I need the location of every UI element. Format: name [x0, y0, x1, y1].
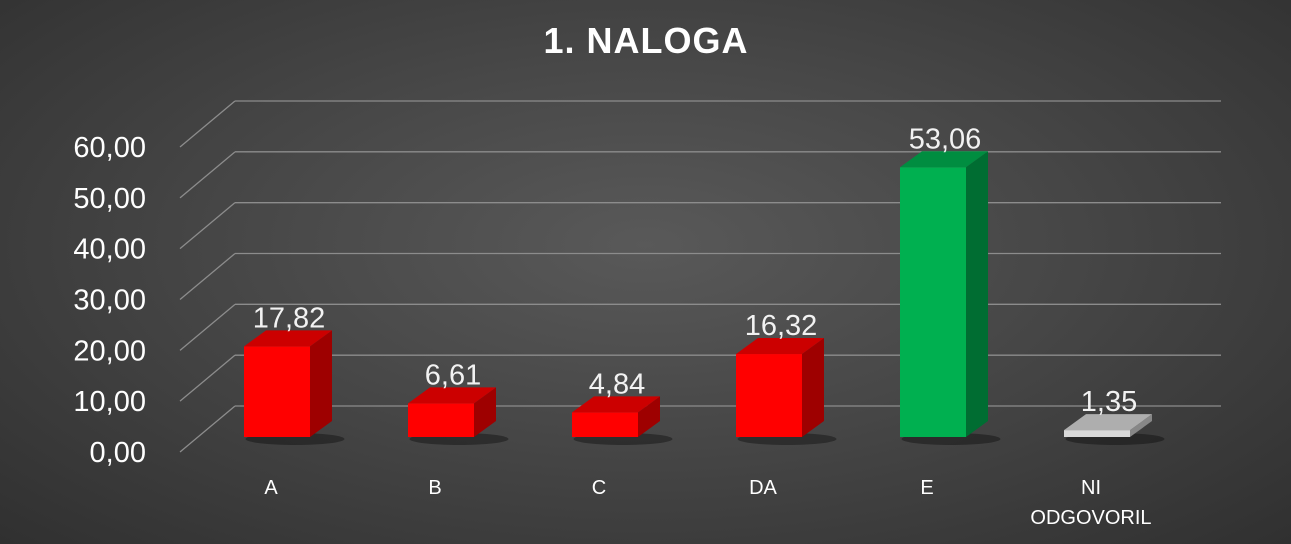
y-tick-label: 20,00 — [73, 335, 146, 367]
gridline-diagonal — [179, 151, 236, 199]
bar-a — [244, 330, 345, 445]
bar-top — [736, 338, 824, 355]
data-label: 4,84 — [589, 368, 645, 400]
y-tick-label: 30,00 — [73, 285, 146, 317]
x-tick-label: DA — [749, 477, 777, 499]
x-tick-label: C — [592, 477, 606, 499]
bar-side — [1130, 414, 1152, 437]
y-tick-label: 60,00 — [73, 132, 146, 164]
bar-ni-odgovoril — [1064, 414, 1165, 445]
bar-side — [474, 387, 496, 437]
x-axis-tick-labels: A B C DA E NI ODGOVORIL — [264, 477, 1151, 529]
data-label: 17,82 — [253, 302, 326, 334]
bar-c — [572, 396, 673, 445]
bar-side — [638, 396, 660, 437]
bar-front — [244, 346, 310, 437]
gridline-diagonal — [179, 253, 236, 300]
bar-front — [900, 167, 966, 438]
gridline-diagonal — [179, 202, 236, 250]
bar-front — [1064, 430, 1130, 437]
bar-side — [310, 330, 332, 437]
y-tick-label: 50,00 — [73, 183, 146, 215]
bars — [244, 151, 1165, 445]
y-axis-tick-labels: 0,00 10,00 20,00 30,00 40,00 50,00 60,00 — [73, 132, 146, 469]
x-tick-label: NI ODGOVORIL — [1030, 477, 1151, 529]
data-labels: 17,82 6,61 4,84 16,32 53,06 1,35 — [253, 123, 1138, 418]
chart-title: 1. NALOGA — [543, 20, 748, 61]
data-label: 1,35 — [1081, 386, 1137, 418]
x-tick-label: E — [920, 477, 933, 499]
bar-top — [1064, 414, 1152, 431]
gridline-diagonal — [179, 354, 236, 402]
y-tick-label: 10,00 — [73, 386, 146, 418]
bar-b — [408, 387, 509, 445]
data-label: 6,61 — [425, 359, 481, 391]
bar-top — [244, 330, 332, 347]
bar-e — [900, 151, 1001, 445]
y-tick-label: 40,00 — [73, 234, 146, 266]
bar-top — [900, 151, 988, 168]
bar-da — [736, 338, 837, 445]
bar-front — [408, 403, 474, 437]
x-tick-label: A — [264, 477, 278, 499]
gridline-diagonal — [179, 100, 236, 148]
gridline-diagonal — [179, 303, 236, 351]
bar-side — [966, 151, 988, 438]
y-tick-label: 0,00 — [90, 437, 146, 469]
bar-front — [736, 354, 802, 437]
gridlines — [179, 100, 1221, 453]
data-label: 53,06 — [909, 123, 982, 155]
x-tick-label: B — [428, 477, 441, 499]
bar-side — [802, 338, 824, 437]
bar-top — [408, 387, 496, 404]
gridline-diagonal — [179, 405, 236, 453]
bar-top — [572, 396, 660, 413]
data-label: 16,32 — [745, 310, 818, 342]
bar-front — [572, 412, 638, 437]
